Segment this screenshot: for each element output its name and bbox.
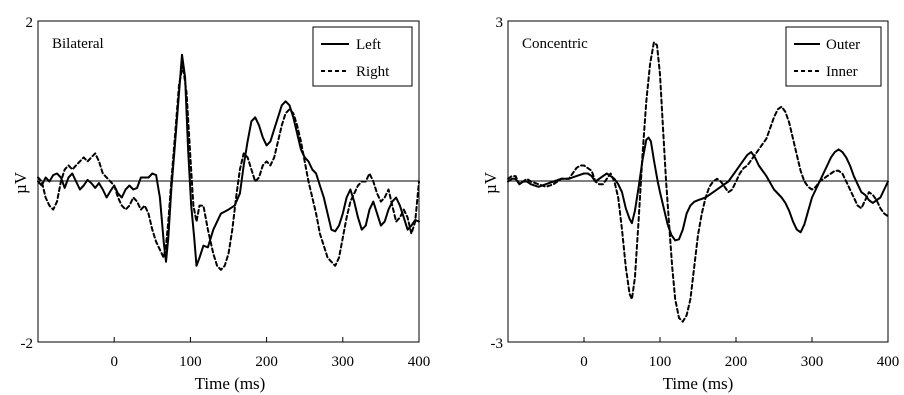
legend-label-right: Right (356, 64, 390, 80)
legend-box (785, 26, 882, 87)
x-axis-label: Time (ms) (195, 374, 266, 393)
x-tick-label: 300 (801, 354, 824, 370)
legend: Left Right (312, 26, 413, 87)
x-tick-label: 200 (725, 354, 748, 370)
panel-annotation: Bilateral (52, 36, 104, 52)
series-line-inner (507, 41, 889, 323)
legend-box (312, 26, 413, 87)
x-tick-label: 0 (580, 354, 588, 370)
series-line-outer (507, 136, 889, 242)
y-axis-label: µV (11, 171, 30, 194)
x-tick-label: 100 (179, 354, 202, 370)
x-ticks: 0 100 200 300 400 (110, 337, 430, 370)
x-tick-label: 0 (110, 354, 118, 370)
y-tick-top: 3 (496, 15, 504, 31)
y-tick-bottom: -3 (491, 336, 504, 352)
y-tick-bottom: -2 (21, 336, 34, 352)
x-tick-label: 300 (332, 354, 355, 370)
y-tick-top: 2 (26, 15, 34, 31)
series-line-left (37, 53, 420, 267)
y-axis-label: µV (481, 171, 500, 194)
x-tick-label: 200 (255, 354, 278, 370)
x-tick-label: 400 (408, 354, 431, 370)
x-tick-label: 400 (877, 354, 900, 370)
series-group (37, 53, 420, 271)
legend-label-outer: Outer (826, 37, 860, 53)
legend-label-inner: Inner (826, 64, 858, 80)
legend: Outer Inner (785, 26, 882, 87)
legend-label-left: Left (356, 37, 382, 53)
x-tick-label: 100 (649, 354, 672, 370)
series-line-right (37, 64, 420, 271)
x-ticks: 0 100 200 300 400 (580, 337, 899, 370)
series-group (507, 41, 889, 323)
bilateral-panel: 0 100 200 300 400 2 -2 Time (ms) µV Bilatera… (11, 15, 430, 393)
concentric-panel: 0 100 200 300 400 3 -3 Time (ms) µV Concentr… (481, 15, 899, 393)
x-axis-label: Time (ms) (663, 374, 734, 393)
panel-annotation: Concentric (522, 36, 588, 52)
